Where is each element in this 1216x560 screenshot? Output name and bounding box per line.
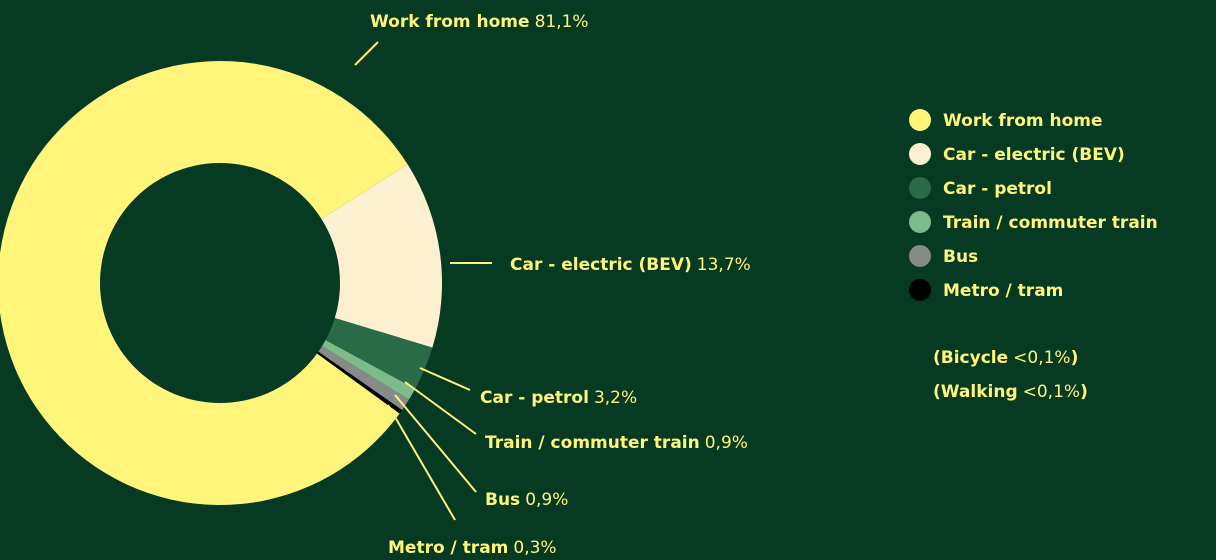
slice-label-name: Bus: [485, 490, 520, 510]
note: (Bicycle <0,1%): [933, 348, 1078, 368]
legend-swatch: [909, 177, 931, 199]
slice-label-name: Metro / tram: [388, 538, 508, 558]
slice-label-value: 0,3%: [513, 538, 556, 558]
note-part: ): [1071, 348, 1079, 368]
slice-label-value: 3,2%: [594, 388, 637, 408]
leader-line: [419, 367, 471, 391]
note-part: <0,1%: [1023, 382, 1080, 402]
slice-label: Car - petrol 3,2%: [480, 388, 637, 408]
slice: [0, 61, 408, 505]
note-part: <0,1%: [1013, 348, 1070, 368]
legend-label: Car - petrol: [943, 179, 1052, 199]
slice-label: Bus 0,9%: [485, 490, 568, 510]
legend-label: Metro / tram: [943, 281, 1063, 301]
slice-label-name: Car - electric (BEV): [510, 255, 692, 275]
note-part: (Walking: [933, 382, 1018, 402]
legend-swatch: [909, 245, 931, 267]
slice-label-name: Work from home: [370, 12, 530, 32]
slice-label-name: Car - petrol: [480, 388, 589, 408]
slice-label: Work from home 81,1%: [370, 12, 589, 32]
legend-swatch: [909, 211, 931, 233]
legend-swatch: [909, 279, 931, 301]
legend-label: Train / commuter train: [943, 213, 1158, 233]
slice: [322, 340, 416, 400]
legend-label: Car - electric (BEV): [943, 145, 1125, 165]
slice-label: Car - electric (BEV) 13,7%: [510, 255, 751, 275]
legend-label: Bus: [943, 247, 978, 267]
slice-label-value: 0,9%: [525, 490, 568, 510]
slice-label-value: 0,9%: [705, 433, 748, 453]
slice-label: Train / commuter train 0,9%: [485, 433, 748, 453]
leader-line: [394, 394, 477, 493]
note-part: ): [1080, 382, 1088, 402]
slice-label-name: Train / commuter train: [485, 433, 700, 453]
leader-line: [404, 381, 477, 435]
note: (Walking <0,1%): [933, 382, 1088, 402]
slice: [318, 346, 409, 411]
slice-label-value: 13,7%: [697, 255, 751, 275]
legend-swatch: [909, 109, 931, 131]
legend-swatch: [909, 143, 931, 165]
slice: [325, 317, 433, 389]
leader-line: [387, 404, 456, 521]
slice-label-value: 81,1%: [535, 12, 589, 32]
leader-line: [354, 41, 379, 66]
slice: [317, 351, 403, 414]
slice-label: Metro / tram 0,3%: [388, 538, 557, 558]
slice: [321, 164, 442, 348]
note-part: (Bicycle: [933, 348, 1008, 368]
legend-label: Work from home: [943, 111, 1103, 131]
